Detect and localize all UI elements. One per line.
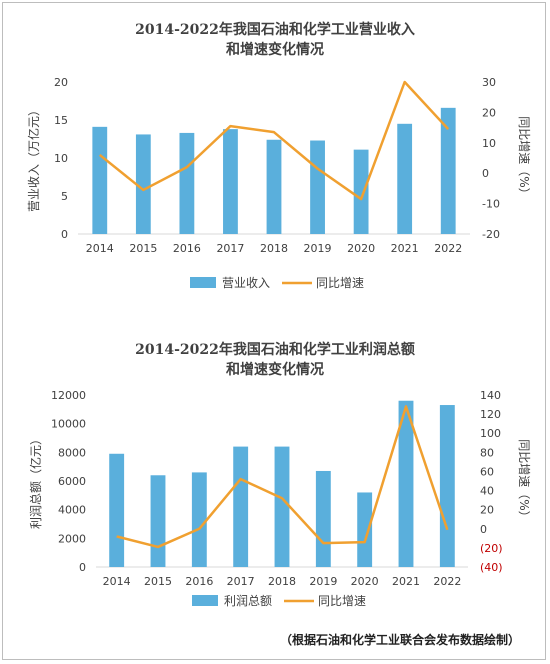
chart1-category-label: 2016	[173, 242, 201, 255]
chart1-legend-bar-swatch	[190, 277, 216, 288]
chart1-right-tick-label: 20	[482, 106, 496, 119]
chart2-left-tick-label: 4000	[58, 504, 86, 517]
chart2-right-tick-label: 0	[480, 523, 487, 536]
chart1-right-tick-label: -10	[482, 198, 500, 211]
chart2-category-label: 2019	[309, 575, 337, 588]
chart1-left-tick-label: 10	[54, 152, 68, 165]
chart2-category-label: 2017	[227, 575, 255, 588]
chart1-bar	[353, 149, 369, 234]
chart2-bar	[357, 492, 373, 567]
chart2-category-label: 2020	[351, 575, 379, 588]
chart2-left-tick-label: 2000	[58, 532, 86, 545]
chart1-right-axis-title: 同比增速（%）	[517, 116, 531, 199]
chart1-category-label: 2022	[434, 242, 462, 255]
chart1-bar	[223, 129, 238, 234]
chart1-left-tick-label: 20	[54, 76, 68, 89]
chart2-bar	[233, 446, 249, 567]
chart2-bar	[274, 446, 290, 567]
chart1-category-label: 2019	[304, 242, 332, 255]
chart1-category-label: 2017	[216, 242, 244, 255]
chart1-bar	[440, 107, 456, 234]
chart1-bar	[92, 126, 108, 234]
chart2-left-axis-title: 利润总额（亿元）	[28, 433, 43, 529]
chart1-bar	[397, 123, 413, 234]
chart2-right-tick-label: 120	[480, 408, 501, 421]
chart2-right-tick-label: 60	[480, 465, 494, 478]
chart1-right-tick-label: 10	[482, 137, 496, 150]
chart2-category-label: 2022	[433, 575, 461, 588]
chart1-category-label: 2020	[347, 242, 375, 255]
chart2-right-tick-label: (20)	[480, 542, 503, 555]
chart1-legend-bar-label: 营业收入	[222, 276, 270, 290]
chart2-title-line2: 和增速变化情况	[226, 362, 324, 378]
chart1-bar	[179, 132, 195, 234]
chart1-title-line1: 2014-2022年我国石油和化学工业营业收入	[135, 22, 415, 38]
chart2-bar	[398, 400, 414, 567]
chart2-category-label: 2016	[185, 575, 213, 588]
chart2-right-tick-label: 100	[480, 427, 501, 440]
chart1-bar	[135, 134, 151, 234]
chart1-category-label: 2021	[391, 242, 419, 255]
chart2-category-label: 2014	[103, 575, 131, 588]
chart1-bar	[310, 140, 325, 234]
chart2-left-tick-label: 8000	[58, 446, 86, 459]
chart1-right-tick-label: -20	[482, 228, 500, 241]
chart1-bar	[266, 139, 282, 234]
chart2-right-tick-label: 40	[480, 485, 494, 498]
chart2-category-label: 2015	[144, 575, 172, 588]
chart1-category-label: 2014	[86, 242, 114, 255]
chart2-svg: 0 2000 4000 6000 8000 10000 12000 (40) (20) 0 20 40…	[28, 389, 531, 608]
chart2-legend-bar-label: 利润总额	[224, 594, 272, 608]
chart2-title-line1: 2014-2022年我国石油和化学工业利润总额	[135, 342, 415, 358]
chart2-left-tick-label: 6000	[58, 475, 86, 488]
chart1-left-tick-label: 5	[61, 190, 68, 203]
chart1-title-line2: 和增速变化情况	[226, 42, 324, 58]
chart2-right-tick-label: 140	[480, 389, 501, 402]
chart2-bar	[191, 472, 207, 567]
chart1-left-tick-label: 15	[54, 114, 68, 127]
chart2-category-label: 2021	[392, 575, 420, 588]
chart2-right-tick-label: (40)	[480, 561, 503, 574]
chart2-left-tick-label: 0	[79, 561, 86, 574]
chart1-left-tick-label: 0	[61, 228, 68, 241]
chart1-category-label: 2015	[129, 242, 157, 255]
chart2-left-tick-label: 12000	[51, 389, 86, 402]
chart2-bar	[109, 453, 125, 567]
chart2-bar	[150, 475, 166, 567]
chart2-legend-bar-swatch	[192, 595, 218, 606]
chart2-bar	[439, 405, 455, 567]
chart1-legend-line-label: 同比增速	[316, 276, 364, 290]
chart1-right-tick-label: 0	[482, 167, 489, 180]
chart2-right-tick-label: 20	[480, 504, 494, 517]
chart2-legend-line-label: 同比增速	[318, 594, 366, 608]
chart2-bar	[315, 470, 331, 567]
chart2-left-tick-label: 10000	[51, 418, 86, 431]
chart2-right-axis-title: 同比增速（%）	[517, 439, 531, 522]
chart2-category-label: 2018	[268, 575, 296, 588]
source-note: （根据石油和化学工业联合会发布数据绘制）	[279, 633, 520, 647]
chart1-left-axis-title: 营业收入（万亿元）	[26, 104, 41, 212]
chart2-right-tick-label: 80	[480, 446, 494, 459]
chart1-right-tick-label: 30	[482, 76, 496, 89]
chart1-category-label: 2018	[260, 242, 288, 255]
chart1-svg: 0 5 10 15 20 -20 -10 0 10 20 30 2014 2015 2016 2017 201…	[26, 76, 531, 290]
